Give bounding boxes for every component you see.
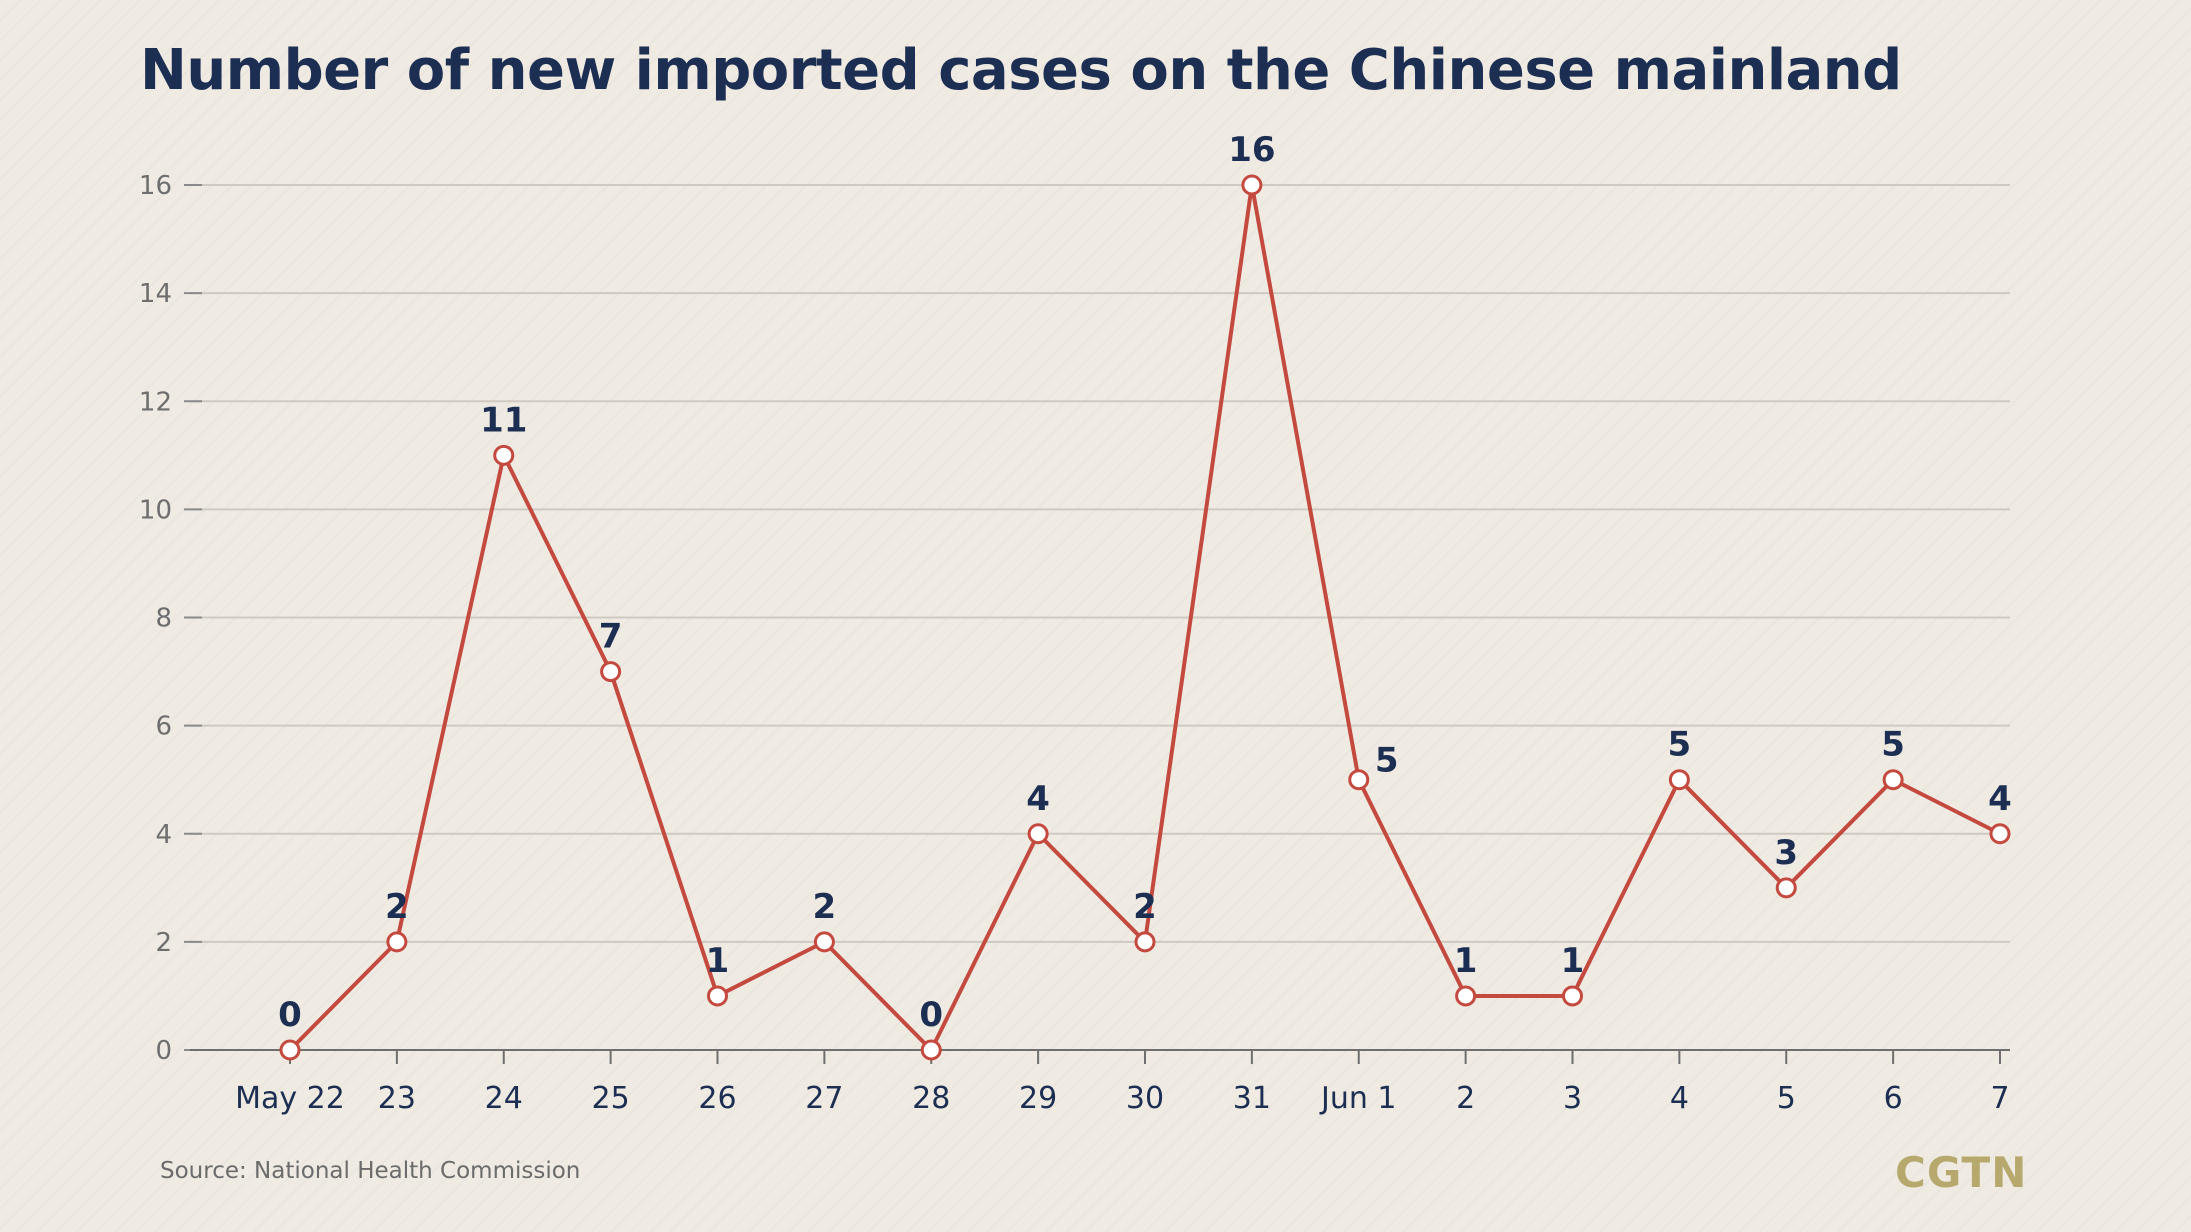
x-tick-label: 29 bbox=[1019, 1081, 1057, 1116]
data-label: 11 bbox=[480, 400, 527, 440]
data-label: 0 bbox=[278, 995, 302, 1035]
data-point bbox=[1027, 823, 1049, 845]
data-label: 1 bbox=[1561, 941, 1585, 981]
data-label: 2 bbox=[813, 887, 837, 927]
x-tick-label: 7 bbox=[1990, 1081, 2009, 1116]
y-tick-label: 4 bbox=[155, 820, 172, 850]
data-point bbox=[1562, 985, 1583, 1007]
data-label: 1 bbox=[1454, 941, 1478, 981]
y-tick-label: 6 bbox=[155, 712, 172, 742]
data-point bbox=[600, 661, 622, 683]
data-label: 2 bbox=[385, 887, 409, 927]
y-tick-label: 2 bbox=[155, 928, 172, 958]
x-tick-label: 24 bbox=[485, 1081, 523, 1116]
y-tick-label: 10 bbox=[139, 495, 172, 525]
x-tick-label: 3 bbox=[1563, 1081, 1582, 1116]
data-point bbox=[1668, 769, 1690, 791]
data-point bbox=[279, 1039, 301, 1061]
x-tick-label: May 22 bbox=[235, 1081, 345, 1116]
data-point bbox=[1882, 769, 1904, 791]
y-tick-label: 0 bbox=[155, 1036, 172, 1066]
source-note: Source: National Health Commission bbox=[160, 1158, 581, 1184]
data-point bbox=[1775, 877, 1797, 899]
y-tick-label: 8 bbox=[155, 604, 172, 634]
x-tick-label: 2 bbox=[1456, 1081, 1475, 1116]
y-tick-label: 12 bbox=[139, 387, 172, 417]
cgtn-logo: CGTN bbox=[1895, 1148, 2028, 1197]
x-tick-label: 25 bbox=[592, 1081, 630, 1116]
data-label: 2 bbox=[1133, 887, 1157, 927]
data-label: 7 bbox=[599, 617, 623, 657]
data-label: 5 bbox=[1668, 725, 1692, 765]
data-label: 3 bbox=[1774, 833, 1798, 873]
data-point bbox=[386, 931, 408, 953]
x-tick-label: 5 bbox=[1777, 1081, 1796, 1116]
data-point bbox=[1989, 823, 2011, 845]
data-label: 16 bbox=[1228, 130, 1275, 170]
grid-lines bbox=[190, 184, 2010, 943]
y-tick-label: 14 bbox=[139, 279, 172, 309]
data-point bbox=[707, 985, 728, 1007]
data-label: 4 bbox=[1026, 779, 1050, 819]
x-tick-label: 26 bbox=[698, 1081, 736, 1116]
data-point bbox=[1348, 769, 1370, 791]
data-point bbox=[1455, 985, 1477, 1007]
data-point bbox=[1134, 931, 1156, 953]
data-point bbox=[493, 444, 515, 466]
x-tick-label: 6 bbox=[1884, 1081, 1903, 1116]
data-point bbox=[920, 1039, 942, 1061]
data-label: 0 bbox=[919, 995, 943, 1035]
data-label: 5 bbox=[1375, 741, 1399, 781]
y-tick-label: 16 bbox=[139, 171, 172, 201]
data-point bbox=[1241, 174, 1263, 196]
x-tick-label: 23 bbox=[378, 1081, 416, 1116]
data-label: 1 bbox=[706, 941, 730, 981]
data-label: 5 bbox=[1881, 725, 1905, 765]
chart-title: Number of new imported cases on the Chin… bbox=[140, 38, 1902, 103]
x-tick-label: 4 bbox=[1670, 1081, 1689, 1116]
data-label: 4 bbox=[1988, 779, 2012, 819]
x-tick-label: 28 bbox=[912, 1081, 950, 1116]
x-tick-label: 27 bbox=[805, 1081, 843, 1116]
y-axis-ticks: 0 2 4 6 8 10 12 14 16 bbox=[139, 171, 202, 1066]
x-tick-label: Jun 1 bbox=[1319, 1081, 1397, 1116]
x-tick-label: 31 bbox=[1233, 1081, 1271, 1116]
data-points bbox=[279, 174, 2011, 1061]
data-point bbox=[813, 931, 835, 953]
x-tick-label: 30 bbox=[1126, 1081, 1164, 1116]
